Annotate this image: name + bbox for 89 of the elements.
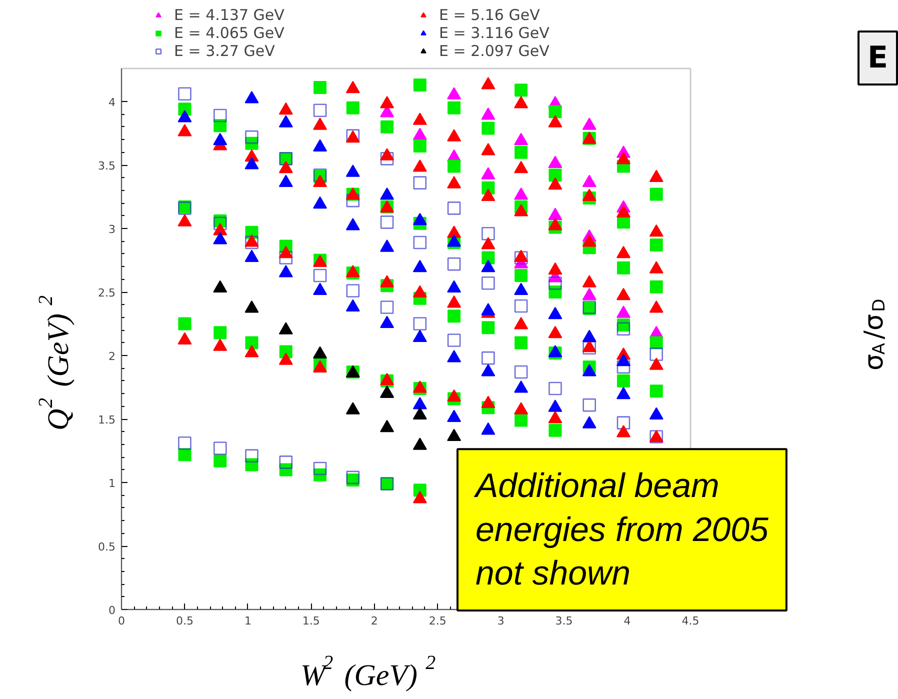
point	[313, 346, 328, 358]
y-tick-label: 2.5	[98, 286, 116, 300]
point	[346, 164, 360, 177]
point	[380, 187, 394, 200]
point	[346, 402, 360, 414]
point	[514, 187, 528, 200]
point	[548, 306, 562, 320]
point	[616, 354, 630, 366]
y-tick-label: 1.5	[98, 414, 116, 427]
point	[447, 428, 462, 442]
legend-label: E = 3.27 GeV	[174, 42, 275, 60]
y-tick-label: 3	[108, 223, 116, 236]
point	[278, 115, 293, 128]
y-axis-title: Q2 (GeV)2	[35, 295, 75, 430]
point	[582, 330, 596, 342]
point	[244, 300, 259, 313]
point	[412, 330, 427, 342]
point	[412, 128, 427, 140]
point	[380, 240, 394, 252]
x-tick-label: 2	[370, 614, 378, 628]
point	[380, 420, 394, 432]
point	[481, 260, 496, 272]
point	[548, 156, 562, 168]
point	[346, 299, 360, 312]
point	[313, 196, 328, 209]
point	[447, 350, 462, 362]
point	[244, 250, 259, 262]
point	[447, 87, 462, 100]
x-tick-label: 2.5	[428, 614, 446, 628]
point	[447, 410, 462, 422]
point	[514, 380, 528, 393]
point	[582, 174, 596, 188]
x-tick-label: 3.5	[555, 614, 573, 628]
text: σA/σD	[860, 298, 890, 370]
x-tick-label: 4.5	[682, 614, 700, 628]
x-tick-label: 4	[624, 614, 631, 628]
x-tick-label: 3	[497, 614, 504, 628]
y-tick-label: 2	[108, 350, 116, 364]
point	[278, 264, 293, 278]
point	[514, 132, 528, 146]
point	[213, 280, 228, 292]
point	[412, 438, 427, 450]
legend-label: E = 3.116 GeV	[439, 24, 550, 42]
point	[649, 407, 664, 420]
legend-label: E = 5.16 GeV	[439, 6, 540, 24]
legend-label: E = 4.065 GeV	[174, 24, 284, 42]
x-tick-label: 0	[118, 614, 125, 628]
annotation: Additional beam energies from 2005 not shown	[474, 467, 769, 592]
point	[481, 422, 496, 435]
point	[548, 208, 562, 220]
legend-label: E = 2.097 GeV	[439, 42, 550, 60]
point	[412, 397, 427, 410]
y-tick-label: 4	[108, 96, 116, 110]
y-tick-label: 0.5	[98, 540, 116, 554]
point	[582, 288, 596, 300]
text: E	[868, 40, 888, 76]
point	[244, 90, 259, 104]
point	[380, 316, 394, 328]
point	[412, 407, 427, 420]
point	[548, 400, 562, 412]
point	[412, 260, 427, 272]
x-tick-label: 1.5	[302, 614, 320, 628]
point	[213, 232, 228, 244]
point	[616, 386, 630, 400]
point	[481, 167, 496, 180]
y-tick-label: 0	[108, 604, 116, 617]
point	[412, 212, 427, 226]
y-tick-label: 3.5	[98, 160, 116, 173]
point	[178, 110, 192, 122]
x-tick-label: 1	[244, 614, 252, 628]
point	[582, 364, 596, 376]
point	[278, 174, 293, 188]
point	[313, 139, 328, 152]
point	[514, 282, 528, 295]
y-tick-label: 1	[108, 477, 116, 490]
point	[481, 107, 496, 120]
point	[582, 416, 596, 428]
point	[313, 282, 328, 295]
point	[278, 322, 293, 334]
point	[447, 280, 462, 292]
point	[213, 132, 228, 146]
point	[582, 118, 596, 130]
point	[244, 157, 259, 170]
point	[346, 218, 360, 230]
x-tick-label: 0.5	[176, 614, 194, 628]
point	[616, 306, 630, 318]
point	[481, 364, 496, 376]
legend-label: E = 4.137 GeV	[174, 6, 284, 24]
point	[481, 303, 496, 316]
